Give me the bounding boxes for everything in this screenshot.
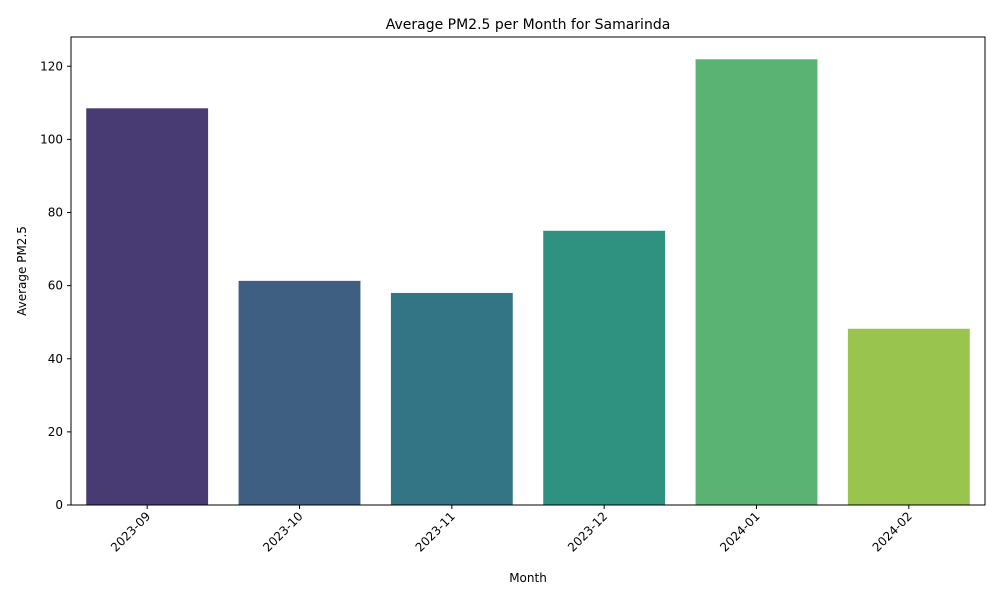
bar-2023-09 xyxy=(86,108,209,505)
plot-frame xyxy=(70,36,986,506)
bar-2024-01 xyxy=(695,59,818,505)
y-tick-label: 40 xyxy=(48,352,63,366)
bar-2024-02 xyxy=(847,328,970,505)
y-tick-label: 60 xyxy=(48,279,63,293)
bar-2023-12 xyxy=(543,230,666,505)
y-axis-label: Average PM2.5 xyxy=(15,226,29,316)
bar-2023-10 xyxy=(238,280,361,505)
chart-title: Average PM2.5 per Month for Samarinda xyxy=(386,17,671,33)
y-tick-label: 80 xyxy=(48,206,63,220)
bar-2023-11 xyxy=(390,292,513,505)
axes-layer xyxy=(70,36,986,506)
bars-layer xyxy=(86,59,970,505)
y-tick-label: 20 xyxy=(48,425,63,439)
y-tick-label: 120 xyxy=(40,59,63,73)
y-tick-label: 100 xyxy=(40,132,63,146)
y-axis-ticks: 0 20 40 60 80 100 120 xyxy=(40,59,71,512)
y-tick-label: 0 xyxy=(55,498,63,512)
x-axis-label: Month xyxy=(509,571,547,585)
